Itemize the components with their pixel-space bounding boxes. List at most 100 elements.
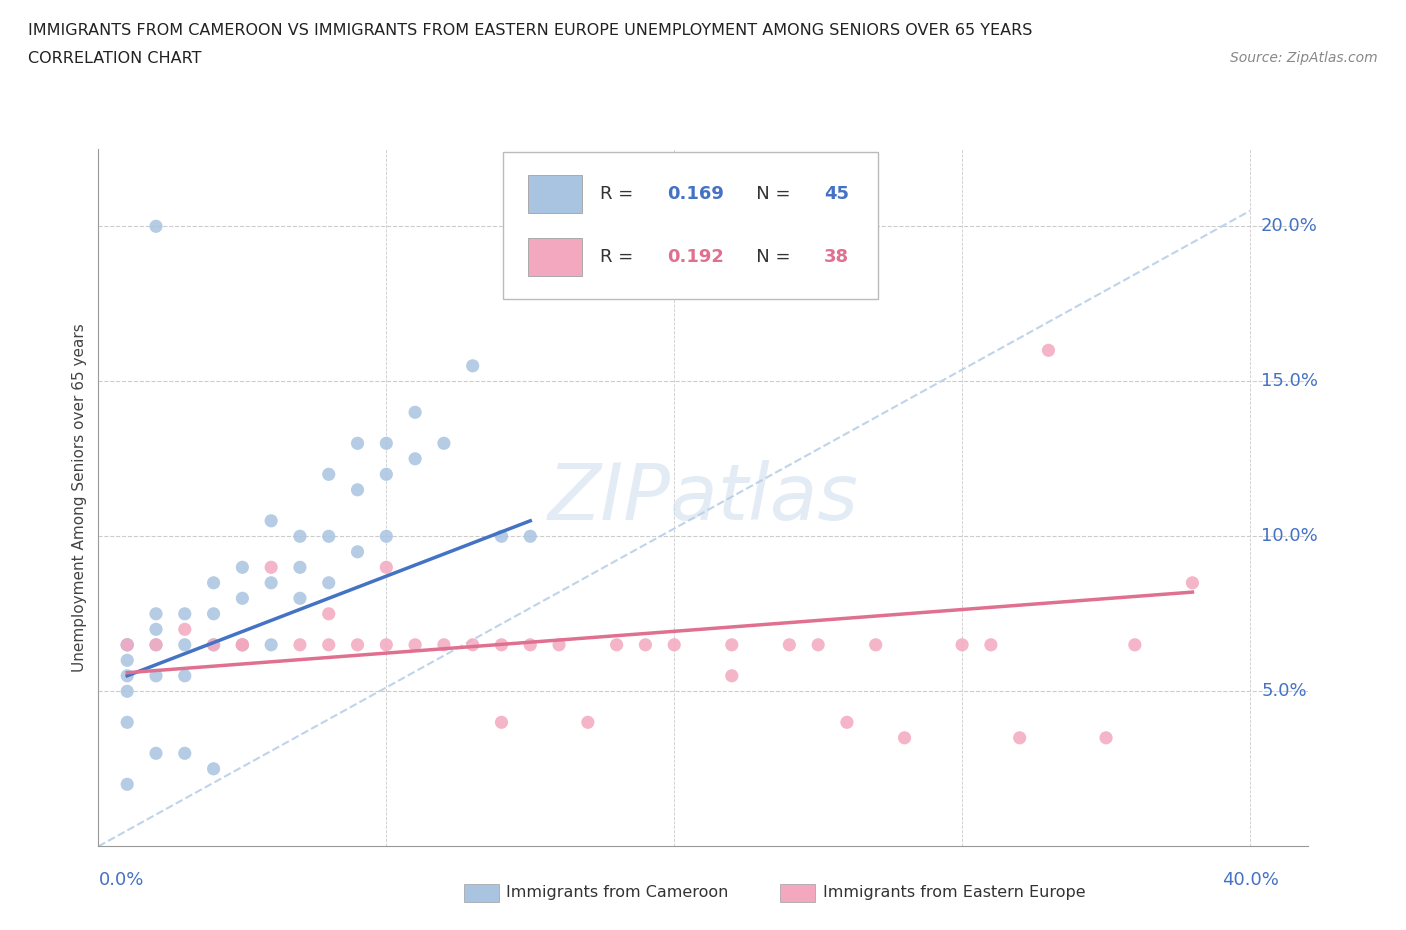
Point bbox=[375, 436, 398, 451]
Point bbox=[145, 637, 167, 652]
Point bbox=[173, 622, 195, 637]
Point bbox=[778, 637, 800, 652]
Point bbox=[491, 637, 513, 652]
Point bbox=[288, 529, 311, 544]
Bar bbox=[527, 175, 582, 213]
Point bbox=[519, 529, 541, 544]
Point bbox=[491, 529, 513, 544]
Point bbox=[115, 653, 138, 668]
Point bbox=[231, 637, 253, 652]
Point bbox=[404, 405, 426, 419]
Point bbox=[145, 219, 167, 233]
Point bbox=[318, 637, 340, 652]
Point bbox=[433, 436, 456, 451]
Point bbox=[318, 576, 340, 591]
Point bbox=[1008, 730, 1031, 745]
Point bbox=[375, 560, 398, 575]
Point bbox=[202, 576, 225, 591]
Text: N =: N = bbox=[740, 185, 797, 203]
Point bbox=[318, 606, 340, 621]
Point bbox=[260, 560, 283, 575]
Text: N =: N = bbox=[740, 248, 797, 266]
Point bbox=[865, 637, 887, 652]
Text: 5.0%: 5.0% bbox=[1261, 683, 1306, 700]
Text: 0.192: 0.192 bbox=[666, 248, 724, 266]
Point bbox=[346, 637, 368, 652]
Text: 10.0%: 10.0% bbox=[1261, 527, 1317, 545]
Point bbox=[404, 637, 426, 652]
Point bbox=[288, 591, 311, 605]
Point bbox=[260, 637, 283, 652]
Point bbox=[173, 606, 195, 621]
Text: Immigrants from Eastern Europe: Immigrants from Eastern Europe bbox=[823, 885, 1085, 900]
Point bbox=[1181, 576, 1204, 591]
Point bbox=[576, 715, 599, 730]
Point bbox=[173, 637, 195, 652]
Point bbox=[145, 622, 167, 637]
Point bbox=[231, 637, 253, 652]
Point bbox=[288, 560, 311, 575]
Point bbox=[1038, 343, 1060, 358]
Text: 40.0%: 40.0% bbox=[1222, 871, 1278, 889]
Point bbox=[461, 637, 484, 652]
Point bbox=[145, 637, 167, 652]
Point bbox=[433, 637, 456, 652]
FancyBboxPatch shape bbox=[503, 153, 879, 299]
Point bbox=[404, 451, 426, 466]
Text: IMMIGRANTS FROM CAMEROON VS IMMIGRANTS FROM EASTERN EUROPE UNEMPLOYMENT AMONG SE: IMMIGRANTS FROM CAMEROON VS IMMIGRANTS F… bbox=[28, 23, 1032, 38]
Text: CORRELATION CHART: CORRELATION CHART bbox=[28, 51, 201, 66]
Point bbox=[346, 436, 368, 451]
Point bbox=[346, 483, 368, 498]
Point bbox=[145, 746, 167, 761]
Point bbox=[202, 606, 225, 621]
Text: ZIPatlas: ZIPatlas bbox=[547, 459, 859, 536]
Point bbox=[980, 637, 1002, 652]
Text: 0.0%: 0.0% bbox=[98, 871, 143, 889]
Point bbox=[173, 669, 195, 684]
Point bbox=[145, 669, 167, 684]
Text: Source: ZipAtlas.com: Source: ZipAtlas.com bbox=[1230, 51, 1378, 65]
Point bbox=[606, 637, 628, 652]
Point bbox=[145, 606, 167, 621]
Point bbox=[202, 637, 225, 652]
Point bbox=[115, 637, 138, 652]
Point bbox=[115, 684, 138, 698]
Point bbox=[318, 529, 340, 544]
Point bbox=[1095, 730, 1118, 745]
Point bbox=[720, 637, 742, 652]
Point bbox=[115, 777, 138, 791]
Point bbox=[231, 637, 253, 652]
Point bbox=[893, 730, 915, 745]
Point bbox=[491, 715, 513, 730]
Text: 0.169: 0.169 bbox=[666, 185, 724, 203]
Y-axis label: Unemployment Among Seniors over 65 years: Unemployment Among Seniors over 65 years bbox=[72, 324, 87, 672]
Text: R =: R = bbox=[600, 248, 640, 266]
Point bbox=[260, 513, 283, 528]
Point bbox=[318, 467, 340, 482]
Point bbox=[375, 529, 398, 544]
Point bbox=[260, 576, 283, 591]
Text: Immigrants from Cameroon: Immigrants from Cameroon bbox=[506, 885, 728, 900]
Text: 20.0%: 20.0% bbox=[1261, 218, 1317, 235]
Point bbox=[807, 637, 830, 652]
Point bbox=[288, 637, 311, 652]
Point bbox=[720, 669, 742, 684]
Point bbox=[835, 715, 858, 730]
Point bbox=[664, 637, 686, 652]
Point bbox=[231, 560, 253, 575]
Point bbox=[634, 637, 657, 652]
Point bbox=[231, 591, 253, 605]
Point bbox=[375, 637, 398, 652]
Point bbox=[202, 637, 225, 652]
Text: R =: R = bbox=[600, 185, 640, 203]
Point bbox=[115, 637, 138, 652]
Point bbox=[115, 715, 138, 730]
Point bbox=[115, 637, 138, 652]
Text: 38: 38 bbox=[824, 248, 849, 266]
Point bbox=[115, 669, 138, 684]
Point bbox=[375, 467, 398, 482]
Point bbox=[173, 746, 195, 761]
Point bbox=[519, 637, 541, 652]
Point bbox=[202, 762, 225, 777]
Point bbox=[461, 358, 484, 373]
